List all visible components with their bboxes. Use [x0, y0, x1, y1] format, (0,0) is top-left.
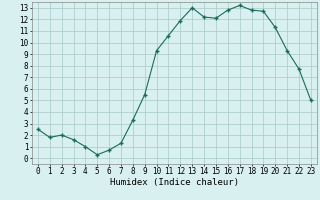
X-axis label: Humidex (Indice chaleur): Humidex (Indice chaleur) [110, 178, 239, 187]
